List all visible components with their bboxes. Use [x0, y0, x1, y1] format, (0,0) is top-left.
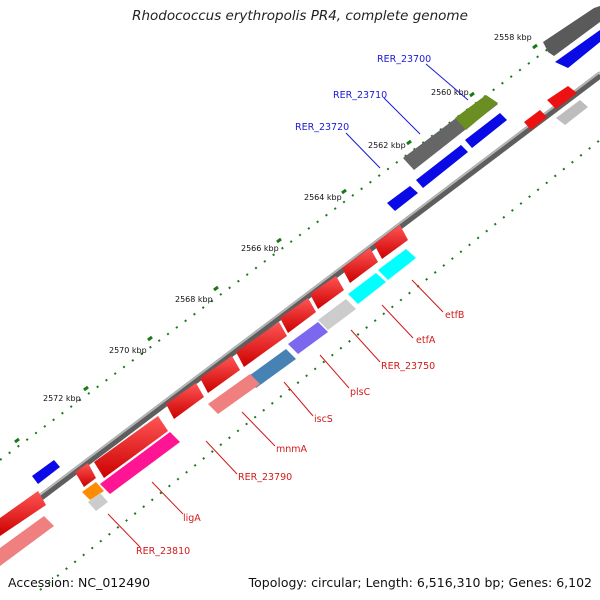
outer-tick-track	[0, 9, 600, 461]
bar-etfb[interactable]	[378, 249, 416, 280]
gene-forward-a[interactable]	[524, 110, 547, 130]
map-title: Rhodococcus erythropolis PR4, complete g…	[132, 8, 468, 24]
gene-rer-23710-cds[interactable]	[465, 113, 507, 148]
outer-gene-track	[0, 6, 600, 566]
gene-rer-23810[interactable]	[75, 463, 96, 487]
label-rer-23710[interactable]: RER_23710	[333, 90, 387, 101]
gene-etfb[interactable]	[374, 225, 408, 259]
gene-liga[interactable]	[94, 416, 168, 478]
scale-label-2566: 2566 kbp	[241, 244, 279, 253]
label-rer-23810[interactable]: RER_23810	[136, 546, 190, 557]
bar-etfa[interactable]	[348, 273, 386, 304]
bar-mnma[interactable]	[208, 374, 260, 414]
major-ticks	[14, 43, 538, 444]
gene-rer-23700[interactable]	[543, 6, 600, 56]
label-etfb[interactable]: etfB	[445, 310, 464, 321]
gene-mnma[interactable]	[200, 356, 240, 393]
accession-text: Accession: NC_012490	[8, 575, 151, 590]
label-etfa[interactable]: etfA	[416, 335, 436, 346]
label-mnma[interactable]: mnmA	[276, 444, 308, 455]
label-iscs[interactable]: iscS	[314, 414, 333, 425]
bar-rer-23750[interactable]	[318, 299, 356, 330]
bar-rer-23810-a[interactable]	[82, 482, 104, 500]
scale-label-2564: 2564 kbp	[304, 193, 342, 202]
gene-left-edge[interactable]	[0, 491, 46, 536]
genome-backbone	[0, 71, 600, 531]
gene-left-blue[interactable]	[32, 460, 60, 484]
gene-etfa[interactable]	[342, 248, 378, 283]
label-rer-23790[interactable]: RER_23790	[238, 472, 292, 483]
scale-label-2570: 2570 kbp	[109, 346, 147, 355]
bar-left-edge[interactable]	[0, 516, 54, 566]
label-rer-23750[interactable]: RER_23750	[381, 361, 435, 372]
scale-label-2568: 2568 kbp	[175, 295, 213, 304]
gene-forward-c[interactable]	[556, 100, 588, 125]
inner-tick-track	[39, 139, 600, 591]
gene-rer-23700-cds[interactable]	[555, 30, 600, 68]
gene-rer-23750[interactable]	[310, 276, 344, 309]
bar-rer-23810-b[interactable]	[88, 493, 108, 511]
scale-label-2562: 2562 kbp	[368, 141, 406, 150]
gene-forward-b[interactable]	[547, 86, 577, 109]
scale-label-2560: 2560 kbp	[431, 88, 469, 97]
scale-labels: 2558 kbp 2560 kbp 2562 kbp 2564 kbp 2566…	[43, 33, 532, 403]
scale-label-2558: 2558 kbp	[494, 33, 532, 42]
gene-iscs[interactable]	[236, 322, 287, 367]
gene-rer-23720-cds[interactable]	[416, 145, 468, 188]
gene-rer-23790[interactable]	[166, 383, 204, 419]
gene-rer-23710-overlap[interactable]	[455, 95, 498, 130]
label-rer-23700[interactable]: RER_23700	[377, 54, 431, 65]
blue-callouts	[345, 63, 469, 169]
red-callouts	[107, 279, 444, 548]
label-rer-23720[interactable]: RER_23720	[295, 122, 349, 133]
label-liga[interactable]: ligA	[183, 513, 201, 524]
bar-liga[interactable]	[100, 432, 180, 494]
scale-label-2572: 2572 kbp	[43, 394, 81, 403]
label-plsc[interactable]: plsC	[350, 387, 371, 398]
genome-summary: Topology: circular; Length: 6,516,310 bp…	[248, 575, 592, 590]
gene-rer-23730[interactable]	[387, 186, 418, 211]
bar-plsc[interactable]	[288, 322, 328, 354]
bar-iscs[interactable]	[246, 349, 296, 388]
gene-plsc[interactable]	[280, 298, 316, 333]
